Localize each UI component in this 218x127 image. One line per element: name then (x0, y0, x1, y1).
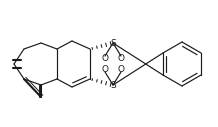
Text: O: O (118, 54, 124, 63)
Text: O: O (102, 54, 109, 63)
Text: O: O (118, 65, 124, 74)
Text: S: S (110, 38, 116, 47)
Text: O: O (102, 65, 109, 74)
Text: S: S (110, 81, 116, 90)
